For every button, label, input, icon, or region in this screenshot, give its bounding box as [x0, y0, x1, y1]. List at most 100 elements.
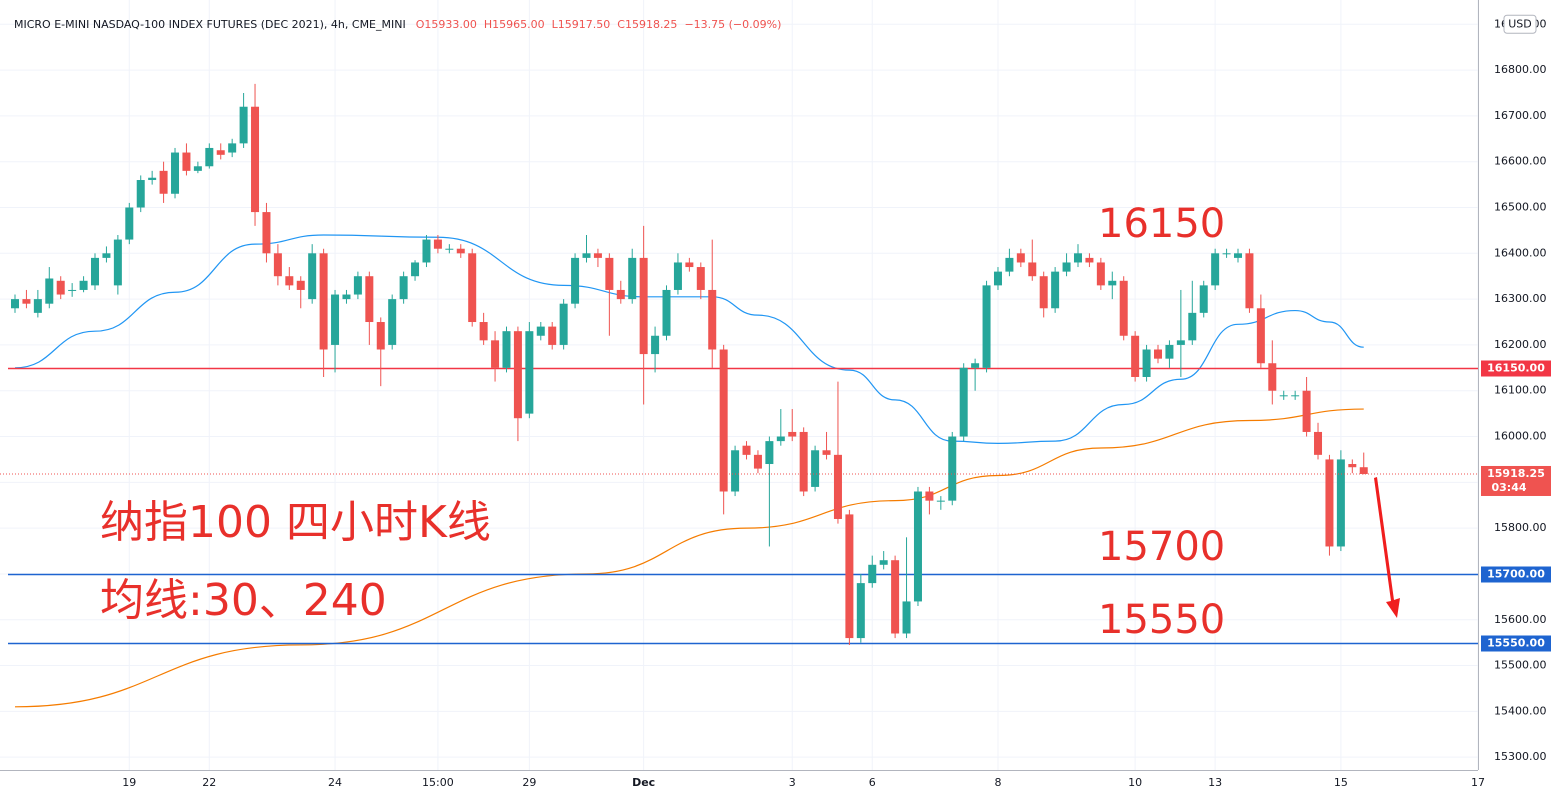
annotation: 纳指100 四小时K线	[100, 497, 491, 548]
annotation: 15700	[1098, 524, 1225, 570]
candle-body	[753, 454, 762, 469]
candle-body	[1245, 253, 1254, 309]
annotation: 均线:30、240	[100, 575, 387, 626]
candle-body	[639, 257, 648, 355]
x-tick-label: 24	[328, 776, 342, 789]
candle-body	[1199, 285, 1208, 313]
candle-body	[799, 431, 808, 492]
price-tag	[1481, 566, 1551, 583]
candle-body	[1005, 257, 1014, 272]
candle-body	[868, 564, 877, 584]
candle-body	[696, 267, 705, 290]
annotation: 16150	[1098, 201, 1225, 247]
candle-body	[765, 441, 774, 465]
y-tick-label: 16500.00	[1494, 201, 1547, 214]
candle-body	[1325, 459, 1334, 547]
candle-body	[856, 583, 865, 639]
candle-body	[205, 147, 214, 167]
candle-body	[1234, 253, 1243, 258]
x-tick-label: 22	[202, 776, 216, 789]
candle-body	[479, 322, 488, 341]
currency-label: USD	[1508, 17, 1532, 30]
price-tag-label: 15550.00	[1487, 637, 1545, 650]
x-tick-label: 15	[1334, 776, 1348, 789]
x-tick-label: 17	[1471, 776, 1485, 789]
y-tick-label: 15400.00	[1494, 704, 1547, 717]
candle-body	[685, 262, 694, 268]
candle-body	[1039, 276, 1048, 309]
annotation: 15550	[1098, 597, 1225, 643]
candle-body	[33, 299, 42, 313]
candle-body	[1028, 262, 1037, 277]
candle-body	[1051, 271, 1060, 309]
y-tick-label: 16100.00	[1494, 384, 1547, 397]
moving-average-line	[14, 408, 1364, 708]
candle-body	[845, 514, 854, 639]
candle-body	[68, 289, 77, 291]
header: MICRO E-MINI NASDAQ-100 INDEX FUTURES (D…	[14, 18, 781, 31]
candle-body	[1119, 280, 1128, 336]
candle-body	[182, 152, 191, 171]
last-price-label: 15918.25	[1487, 467, 1545, 480]
x-tick-label: 19	[122, 776, 136, 789]
y-tick-label: 15800.00	[1494, 521, 1547, 534]
candle-body	[833, 454, 842, 519]
last-price-tag	[1481, 465, 1551, 496]
candle-body	[331, 294, 340, 345]
candle-body	[445, 248, 454, 250]
candle-body	[605, 257, 614, 290]
candle-body	[1016, 253, 1025, 263]
candle-body	[388, 299, 397, 345]
candle-body	[159, 170, 168, 194]
candle-body	[56, 280, 65, 295]
candle-body	[1279, 395, 1288, 397]
candle-body	[891, 560, 900, 634]
x-tick-label: 3	[789, 776, 796, 789]
candle-body	[742, 445, 751, 455]
y-tick-label: 16600.00	[1494, 155, 1547, 168]
candle-body	[399, 276, 408, 300]
candle-body	[171, 152, 180, 194]
x-tick-label: 6	[869, 776, 876, 789]
countdown-label: 03:44	[1491, 481, 1526, 494]
candle-body	[719, 349, 728, 492]
arrow	[1374, 477, 1400, 618]
candle-body	[308, 253, 317, 300]
y-tick-label: 16200.00	[1494, 338, 1547, 351]
ohlc-legend-item: H15965.00	[484, 18, 545, 31]
candle-body	[1096, 262, 1105, 286]
x-tick-label: 10	[1128, 776, 1142, 789]
candle-body	[776, 436, 785, 442]
candle-body	[1085, 257, 1094, 263]
candle-body	[296, 280, 305, 290]
y-tick-label: 16800.00	[1494, 63, 1547, 76]
ohlc-legend-item: O15933.00	[416, 18, 477, 31]
candle-body	[1268, 363, 1277, 391]
candle-body	[102, 253, 111, 258]
candle-body	[593, 253, 602, 258]
candle-body	[422, 239, 431, 263]
candle-body	[959, 367, 968, 437]
candle-body	[1142, 349, 1151, 377]
y-tick-label: 15600.00	[1494, 613, 1547, 626]
candle-body	[273, 253, 282, 277]
candle-body	[113, 239, 122, 286]
candle-body	[902, 601, 911, 634]
ohlc-legend-item: L15917.50	[552, 18, 611, 31]
candle-body	[251, 106, 260, 213]
candle-body	[285, 276, 294, 286]
candle-body	[982, 285, 991, 368]
y-tick-label: 16000.00	[1494, 430, 1547, 443]
candle-body	[788, 431, 797, 437]
candle-body	[913, 491, 922, 602]
candle-body	[148, 177, 157, 181]
candle-body	[948, 436, 957, 501]
candle-body	[1131, 335, 1140, 377]
axes: 15300.00 15400.00 15500.00 15600.00 15700.00…	[122, 14, 1551, 789]
candle-body	[525, 331, 534, 414]
x-tick-label: 15:00	[422, 776, 454, 789]
candle-body	[536, 326, 545, 336]
candle-body	[342, 294, 351, 300]
